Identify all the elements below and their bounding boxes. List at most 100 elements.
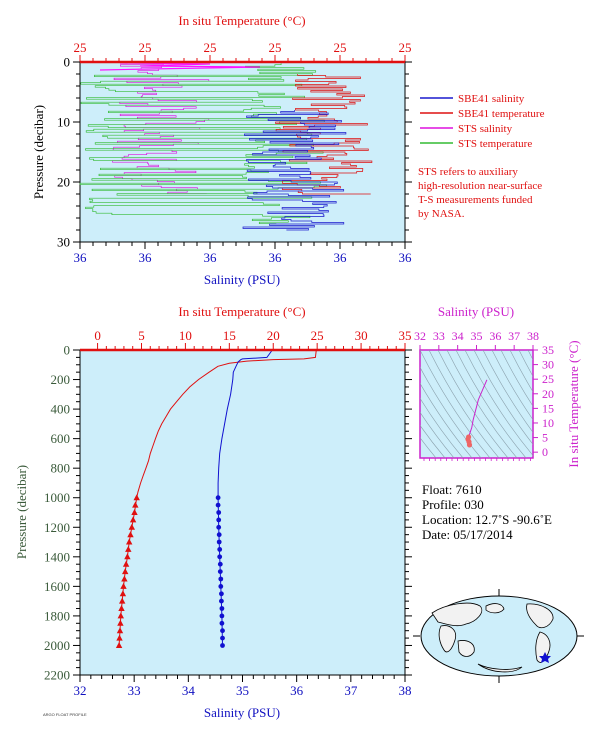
main-pressure-axis-tick-label: 1600 [44, 579, 70, 594]
ts-temp-axis-tick-label: 15 [542, 401, 554, 415]
sbe41-salinity-trace [242, 110, 347, 231]
main-temp-axis-tick-label: 30 [355, 328, 368, 343]
sts-surface-spike [99, 62, 261, 71]
temperature-marker [116, 627, 124, 634]
salinity-marker [218, 584, 224, 589]
top-temp-axis-tick-label: 25 [269, 40, 282, 55]
ts-density-contour [527, 350, 533, 361]
legend-sts-salinity: STS salinity [458, 123, 513, 135]
ts-sal-axis-tick-label: 33 [433, 329, 445, 343]
salinity-marker [217, 547, 223, 552]
salinity-marker [220, 628, 225, 634]
main-sal-axis-tick-label: 32 [74, 683, 87, 698]
ts-sal-axis-tick-label: 36 [489, 329, 501, 343]
ts-temp-axis-tick-label: 20 [542, 387, 554, 401]
top-pressure-axis-tick-label: 0 [64, 55, 71, 70]
float-location: Location: 12.7˚S -90.6˚E [422, 512, 552, 527]
top-temp-axis-tick-label: 25 [399, 40, 412, 55]
salinity-marker [216, 510, 222, 515]
top-sal-axis-tick-label: 36 [334, 250, 348, 265]
top-sal-axis-title: Salinity (PSU) [204, 272, 280, 287]
temperature-marker [116, 634, 123, 641]
temperature-marker [128, 523, 135, 530]
main-plot-area [79, 349, 406, 676]
temperature-marker [132, 501, 139, 508]
main-temp-axis-tick-label: 5 [138, 328, 145, 343]
temperature-marker [115, 642, 123, 648]
ts-density-contour [420, 366, 482, 458]
top-legend: SBE41 salinity SBE41 temperature STS sal… [418, 93, 545, 220]
temperature-marker [121, 575, 128, 582]
top-sal-axis-tick-label: 36 [204, 250, 218, 265]
float-location-marker [539, 652, 551, 663]
salinity-marker [218, 576, 224, 582]
ts-density-contour [420, 411, 455, 458]
main-sal-axis-tick-label: 35 [236, 683, 249, 698]
salinity-marker [216, 524, 222, 530]
salinity-marker [219, 598, 224, 604]
temperature-marker [133, 494, 140, 501]
top-sal-axis-tick-label: 36 [74, 250, 88, 265]
main-pressure-axis-tick-label: 1800 [44, 608, 70, 623]
main-pressure-axis-tick-label: 600 [51, 431, 71, 446]
legend-sbe41-temperature: SBE41 temperature [458, 108, 545, 120]
top-pressure-axis-tick-label: 20 [57, 175, 70, 190]
ts-density-contour [455, 350, 527, 458]
main-temp-axis-tick-label: 0 [94, 328, 101, 343]
ts-temp-axis-title: In situ Temperature (°C) [566, 340, 581, 467]
main-axes: 0 5 10 15 20 25 30 35 32 33 34 35 36 37 38 0 200 400 600 80… [44, 328, 412, 698]
float-number: Float: 7610 [422, 482, 482, 497]
ts-temp-axis-tick-label: 0 [542, 445, 548, 459]
ts-density-contour [437, 350, 509, 458]
ts-temp-axis-tick-label: 5 [542, 431, 548, 445]
top-temp-axis-tick-label: 25 [139, 40, 152, 55]
main-traces [115, 349, 317, 648]
top-pressure-axis-tick-label: 10 [57, 115, 70, 130]
legend-sts-temperature: STS temperature [458, 138, 532, 150]
sts-note-line-1: STS refers to auxiliary [418, 166, 518, 178]
top-temp-axis-title: In situ Temperature (°C) [178, 13, 305, 28]
salinity-marker [217, 561, 223, 567]
ts-sal-axis-tick-label: 38 [527, 329, 539, 343]
ts-density-contour [428, 350, 500, 458]
salinity-marker [219, 591, 224, 597]
ts-density-contour [420, 424, 446, 458]
salinity-marker [219, 613, 225, 619]
ts-density-contour [420, 350, 491, 458]
map-land [431, 602, 554, 673]
temperature-marker [126, 538, 133, 545]
ts-temp-axis-tick-label: 35 [542, 343, 554, 357]
salinity-marker [216, 539, 222, 545]
main-temp-axis-tick-label: 20 [267, 328, 280, 343]
float-info: Float: 7610 Profile: 030 Location: 12.7˚… [422, 482, 552, 542]
ts-density-contour [509, 350, 533, 393]
legend-sbe41-salinity: SBE41 salinity [458, 93, 525, 105]
ts-temp-axis-tick-label: 30 [542, 358, 554, 372]
profile-date: Date: 05/17/2014 [422, 527, 513, 542]
top-axes: 25 25 25 25 25 25 36 36 36 36 36 36 0 10 20 30 [57, 40, 412, 265]
ts-density-contour [464, 350, 533, 457]
sts-note-line-4: by NASA. [418, 208, 465, 220]
top-temp-axis-tick-label: 25 [204, 40, 217, 55]
ts-plot-area [419, 349, 534, 459]
ts-temp-axis-tick-label: 10 [542, 416, 554, 430]
sts-note-line-2: high-resolution near-surface [418, 180, 542, 192]
salinity-marker [219, 620, 225, 626]
ts-sal-axis-title: Salinity (PSU) [438, 304, 514, 319]
top-pressure-axis-tick-label: 30 [57, 235, 70, 250]
footer-small-text: ARGO FLOAT PROFILE [43, 712, 87, 717]
temperature-marker [131, 509, 138, 515]
temperature-marker [117, 612, 124, 619]
ts-density-contour [482, 350, 533, 433]
ts-density-contour [473, 350, 533, 445]
temperature-marker [117, 619, 124, 626]
temperature-marker [119, 590, 127, 597]
salinity-marker [217, 554, 223, 560]
ts-density-contour [420, 382, 473, 458]
main-pressure-axis-tick-label: 400 [51, 402, 71, 417]
salinity-marker [215, 502, 221, 508]
salinity-marker [216, 532, 222, 538]
top-pressure-axis-title: Pressure (decibar) [31, 105, 46, 199]
salinity-marker [220, 643, 225, 648]
